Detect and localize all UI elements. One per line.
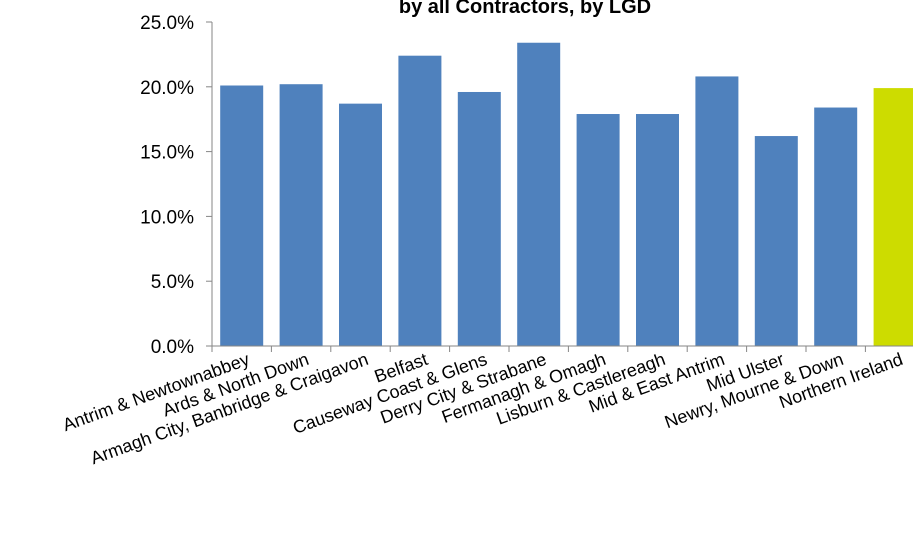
bar: [457, 91, 501, 346]
y-tick-label: 10.0%: [140, 207, 194, 228]
y-axis: 0.0% 5.0% 10.0% 15.0% 20.0% 25.0%: [140, 13, 213, 358]
chart-title: by all Contractors, by LGD: [399, 0, 651, 18]
bar: [873, 88, 913, 346]
y-tick-label: 20.0%: [140, 78, 194, 99]
bar: [339, 103, 382, 346]
bar: [279, 84, 323, 346]
bar: [814, 107, 858, 346]
bar: [517, 42, 561, 347]
bars-group: [220, 42, 913, 347]
y-tick-label: 0.0%: [151, 337, 194, 358]
bar: [220, 85, 264, 346]
y-tick-label: 15.0%: [140, 143, 194, 164]
y-tick-label: 5.0%: [151, 272, 194, 293]
y-tick-label: 25.0%: [140, 13, 194, 34]
bar: [398, 55, 442, 347]
bar: [754, 136, 798, 346]
bar: [695, 76, 739, 346]
bar: [636, 114, 679, 347]
bar: [576, 114, 620, 347]
